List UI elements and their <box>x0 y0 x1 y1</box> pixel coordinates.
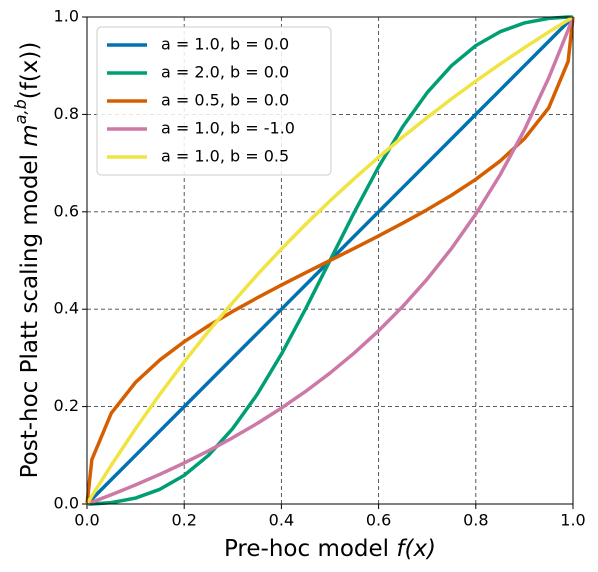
legend-label: a = 1.0, b = 0.0 <box>161 35 289 54</box>
x-label-text: Pre-hoc model <box>224 536 396 562</box>
series-line <box>86 16 575 506</box>
y-label-text: Post-hoc Platt scaling model <box>17 147 43 479</box>
series-line <box>85 16 575 505</box>
x-tick-label: 0.2 <box>171 511 196 530</box>
legend-label: a = 1.0, b = -1.0 <box>161 119 295 138</box>
y-label-func: m <box>17 124 43 146</box>
y-axis-label: Post-hoc Platt scaling model ma,b(f(x)) <box>11 42 43 479</box>
legend-label: a = 2.0, b = 0.0 <box>161 63 289 82</box>
legend: a = 1.0, b = 0.0 a = 2.0, b = 0.0 a = 0.5,… <box>96 26 332 176</box>
x-axis-label: Pre-hoc model f(x) <box>224 536 436 562</box>
x-tick-label: 0.0 <box>74 511 99 530</box>
x-tick-label: 1.0 <box>560 511 585 530</box>
y-tick-label: 0.4 <box>54 299 79 318</box>
x-tick-label: 0.6 <box>366 511 391 530</box>
y-tick-label: 0.2 <box>54 396 79 415</box>
y-label-arg: (f(x)) <box>17 42 43 100</box>
legend-label: a = 1.0, b = 0.5 <box>161 147 289 166</box>
plot-frame <box>86 16 574 505</box>
y-tick-label: 0.0 <box>54 494 79 513</box>
x-tick-label: 0.8 <box>463 511 488 530</box>
legend-label: a = 0.5, b = 0.0 <box>161 91 289 110</box>
y-tick-label: 0.8 <box>54 104 79 123</box>
x-tick-label: 0.4 <box>269 511 294 530</box>
y-tick-label: 1.0 <box>54 7 79 26</box>
legend-box <box>96 26 332 176</box>
x-label-func: f(x) <box>396 536 436 562</box>
y-label-sup: a,b <box>11 99 30 124</box>
series-line <box>85 15 574 505</box>
y-tick-label: 0.6 <box>54 201 79 220</box>
